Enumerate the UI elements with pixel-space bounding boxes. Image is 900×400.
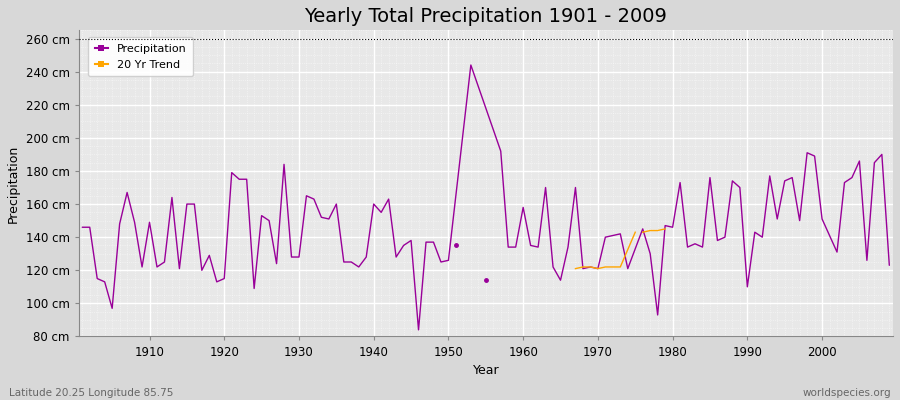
Title: Yearly Total Precipitation 1901 - 2009: Yearly Total Precipitation 1901 - 2009 bbox=[304, 7, 667, 26]
Legend: Precipitation, 20 Yr Trend: Precipitation, 20 Yr Trend bbox=[88, 37, 194, 76]
Y-axis label: Precipitation: Precipitation bbox=[7, 144, 20, 222]
Text: worldspecies.org: worldspecies.org bbox=[803, 388, 891, 398]
Text: Latitude 20.25 Longitude 85.75: Latitude 20.25 Longitude 85.75 bbox=[9, 388, 174, 398]
X-axis label: Year: Year bbox=[472, 364, 500, 377]
